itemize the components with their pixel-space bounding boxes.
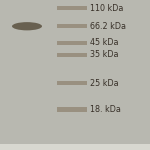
Text: 35 kDa: 35 kDa [90, 50, 118, 59]
Bar [57, 53, 87, 57]
Ellipse shape [12, 22, 42, 30]
Bar [0, 144, 150, 150]
Text: 66.2 kDa: 66.2 kDa [90, 22, 126, 31]
Bar [57, 81, 87, 85]
Text: 110 kDa: 110 kDa [90, 4, 123, 13]
Bar [57, 41, 87, 45]
Text: 45 kDa: 45 kDa [90, 38, 118, 47]
Bar [57, 24, 87, 28]
Text: 18. kDa: 18. kDa [90, 105, 121, 114]
Bar [57, 107, 87, 112]
Bar [57, 6, 87, 10]
Text: 25 kDa: 25 kDa [90, 79, 119, 88]
